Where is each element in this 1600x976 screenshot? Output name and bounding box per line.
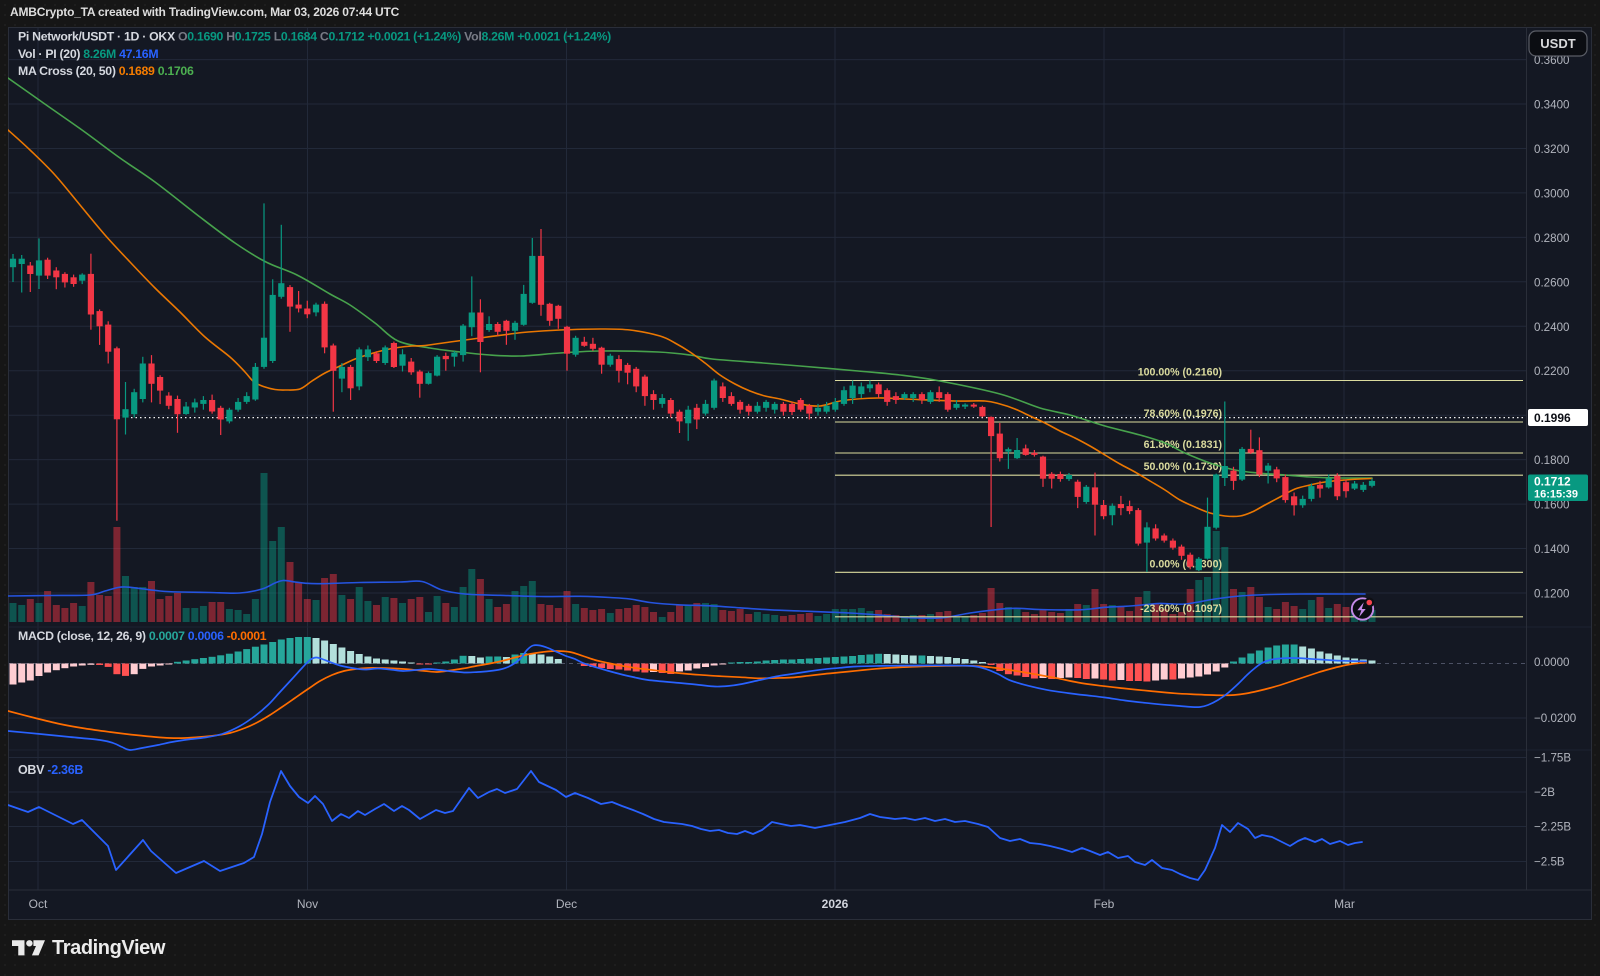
svg-text:Nov: Nov [297,897,318,911]
svg-text:0.1400: 0.1400 [1534,543,1569,556]
svg-text:-23.60% (0.1097): -23.60% (0.1097) [1140,603,1222,615]
svg-text:0.00% (0.1300): 0.00% (0.1300) [1150,558,1222,570]
svg-text:0.3200: 0.3200 [1534,143,1569,156]
svg-text:100.00% (0.2160): 100.00% (0.2160) [1138,367,1222,379]
svg-text:0.2600: 0.2600 [1534,276,1569,289]
svg-text:0.1712: 0.1712 [1534,475,1571,489]
svg-text:MACD (close, 12, 26, 9) 0.0007: MACD (close, 12, 26, 9) 0.0007 0.0006 -0… [18,629,267,643]
svg-text:0.2400: 0.2400 [1534,321,1569,334]
svg-text:−2B: −2B [1534,786,1555,799]
svg-text:0.3600: 0.3600 [1534,54,1569,67]
svg-text:78.60% (0.1976): 78.60% (0.1976) [1144,408,1222,420]
svg-text:0.1600: 0.1600 [1534,499,1569,512]
svg-text:0.0000: 0.0000 [1534,656,1569,669]
svg-text:−2.5B: −2.5B [1534,856,1565,869]
svg-text:−0.0200: −0.0200 [1534,712,1576,725]
svg-text:50.00% (0.1730): 50.00% (0.1730) [1144,461,1222,473]
svg-text:Dec: Dec [556,897,577,911]
svg-text:Oct: Oct [29,897,48,911]
svg-text:2026: 2026 [822,897,849,911]
svg-text:MA Cross (20, 50) 0.1689 0.170: MA Cross (20, 50) 0.1689 0.1706 [18,64,194,78]
svg-text:Feb: Feb [1094,897,1115,911]
svg-text:0.1800: 0.1800 [1534,454,1569,467]
svg-text:USDT: USDT [1540,36,1575,51]
svg-text:OBV -2.36B: OBV -2.36B [18,763,83,777]
svg-text:0.2200: 0.2200 [1534,365,1569,378]
svg-text:0.3400: 0.3400 [1534,99,1569,112]
svg-text:Pi Network/USDT · 1D · OKX O0.: Pi Network/USDT · 1D · OKX O0.1690 H0.17… [18,30,611,44]
svg-text:Mar: Mar [1334,897,1355,911]
svg-text:0.1200: 0.1200 [1534,588,1569,601]
svg-text:Vol · PI (20) 8.26M 47.16M: Vol · PI (20) 8.26M 47.16M [18,47,158,61]
svg-text:16:15:39: 16:15:39 [1534,489,1578,501]
svg-text:−1.75B: −1.75B [1534,752,1571,765]
svg-text:0.1996: 0.1996 [1534,411,1571,425]
svg-text:61.80% (0.1831): 61.80% (0.1831) [1144,439,1222,451]
svg-text:0.3000: 0.3000 [1534,187,1569,200]
svg-text:−2.25B: −2.25B [1534,821,1571,834]
svg-text:0.2800: 0.2800 [1534,232,1569,245]
